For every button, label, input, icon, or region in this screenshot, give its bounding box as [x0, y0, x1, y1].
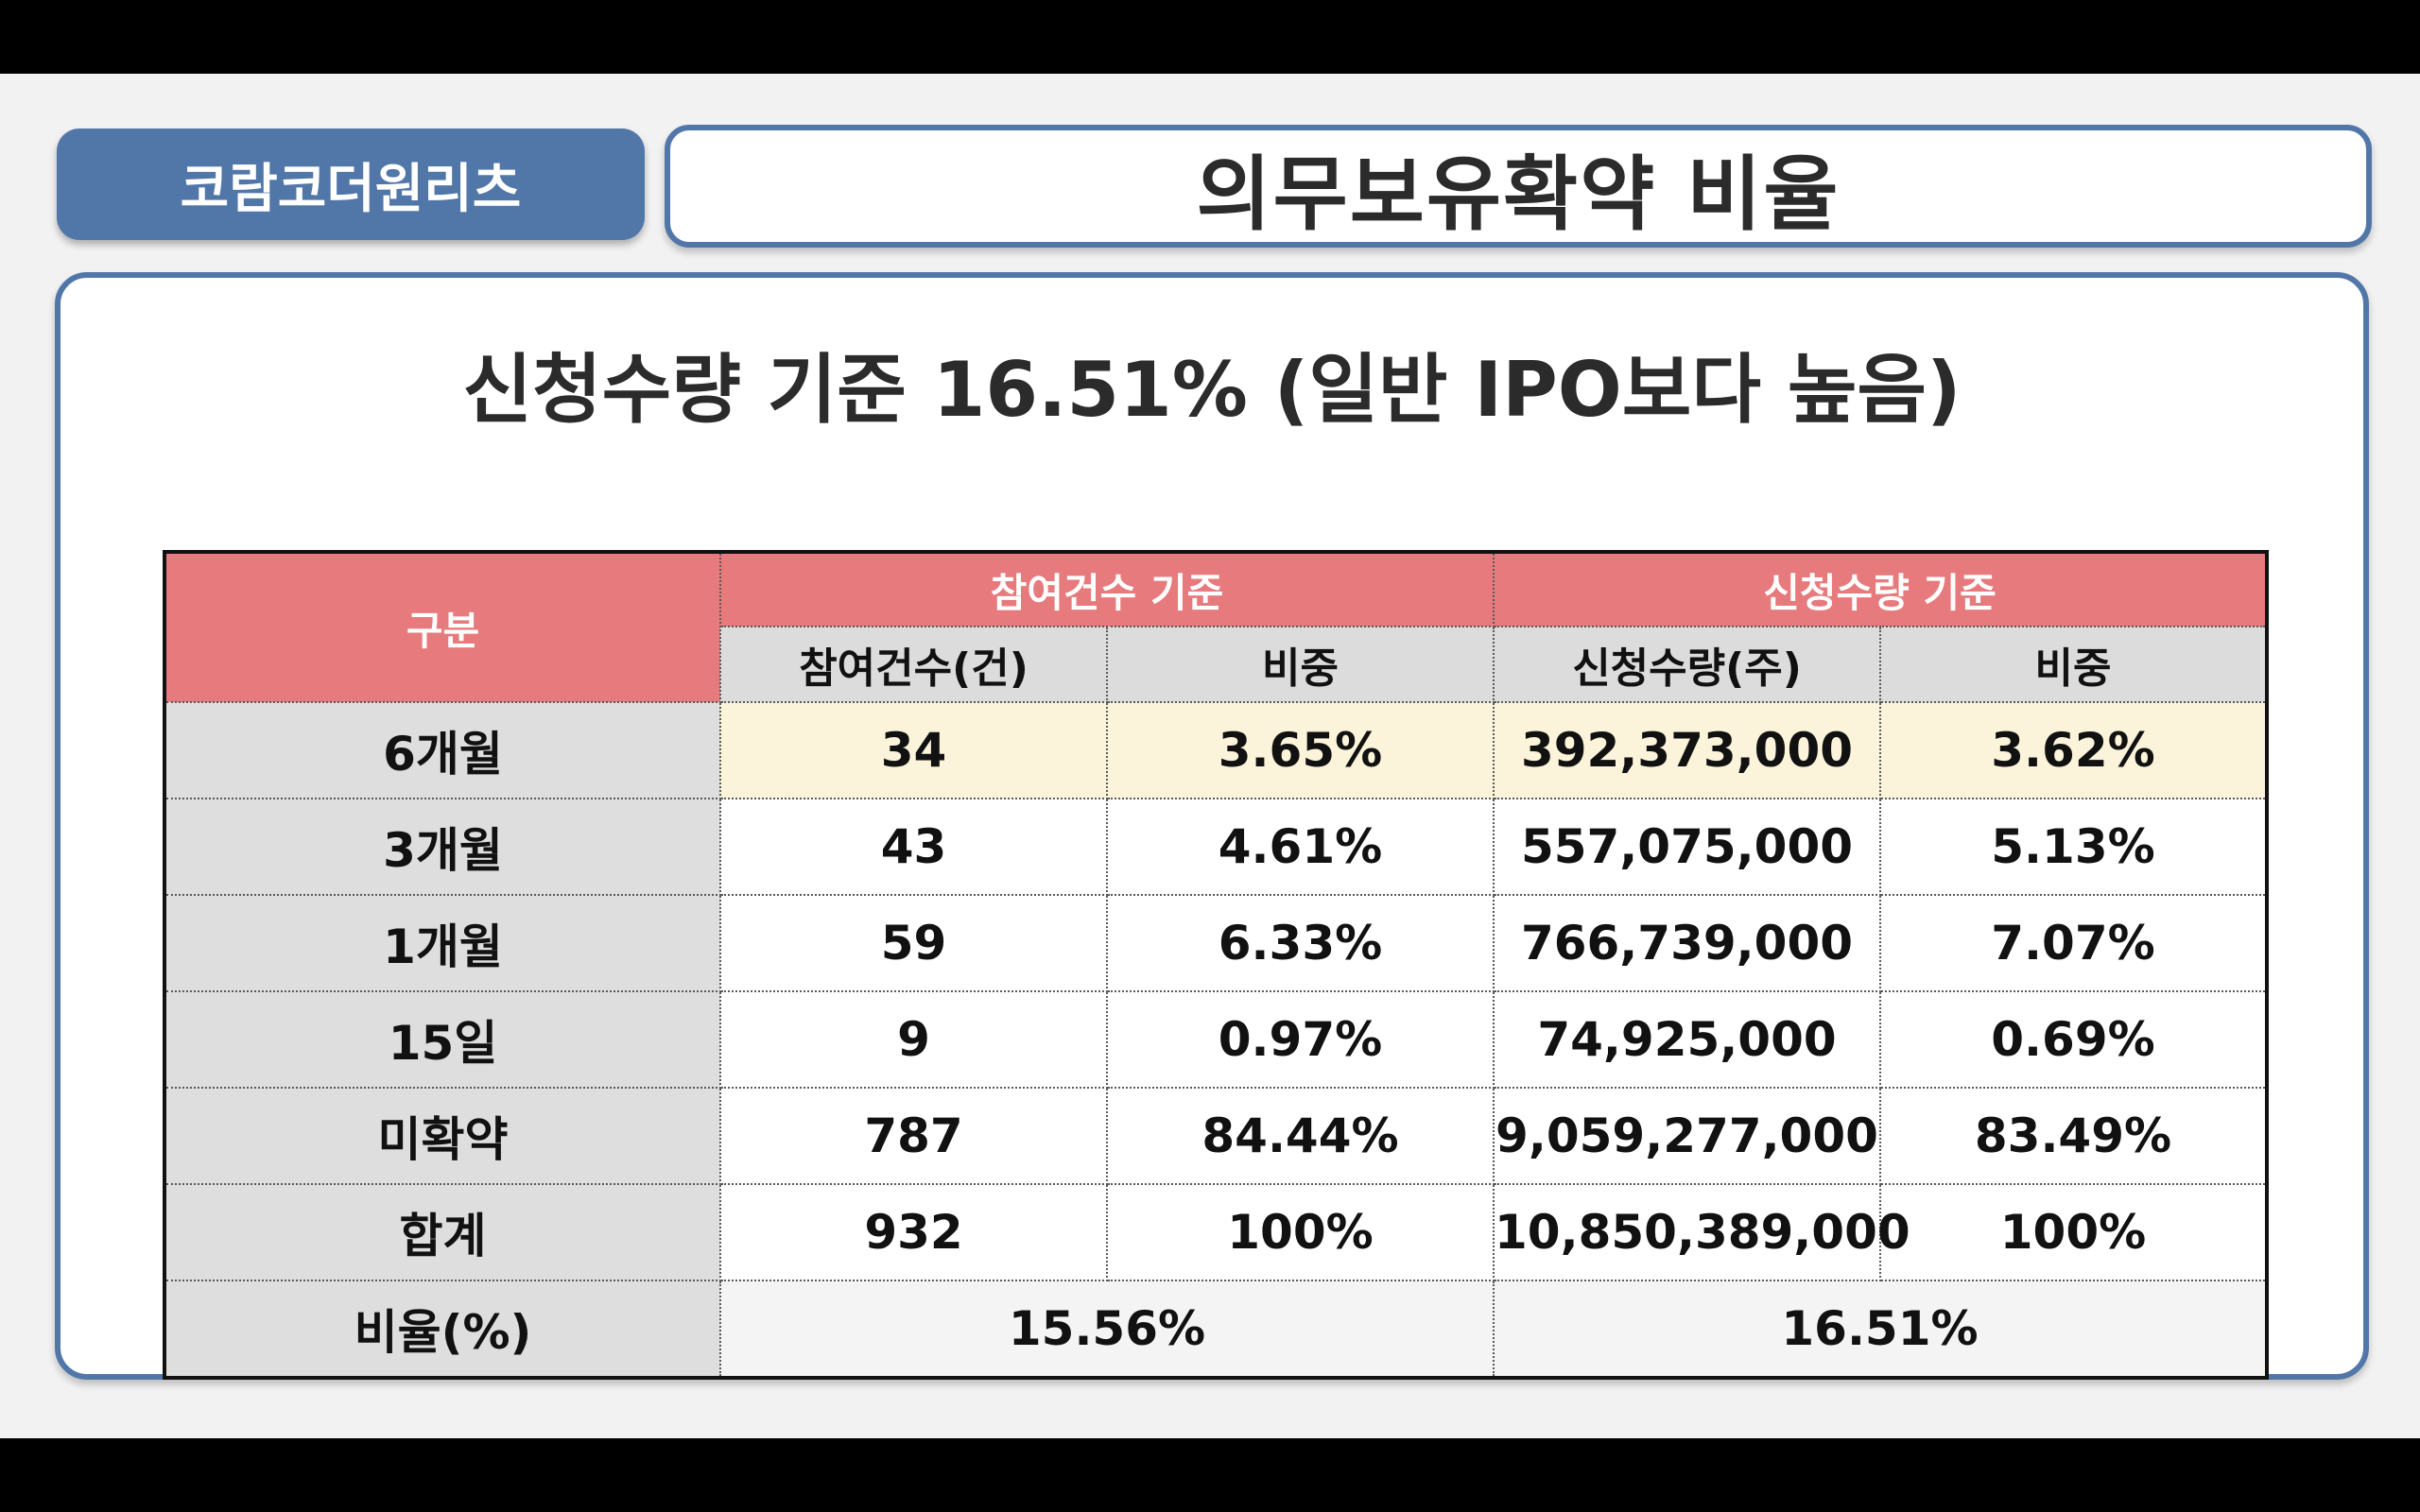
- row-label: 미확약: [164, 1087, 721, 1185]
- letterbox-top: [0, 0, 2420, 74]
- cell-qty-ratio: 3.62%: [1879, 701, 2268, 799]
- cell-count-ratio: 6.33%: [1106, 894, 1495, 992]
- row-label: 합계: [164, 1183, 721, 1281]
- cell-participation-ratio-total: 15.56%: [719, 1280, 1495, 1379]
- table-row-no-lockup: 미확약 787 84.44% 9,059,277,000 83.49%: [164, 1087, 2268, 1185]
- header-quantity-group: 신청수량 기준: [1493, 551, 2268, 627]
- cell-count-ratio: 0.97%: [1106, 990, 1495, 1089]
- table-row-6m: 6개월 34 3.65% 392,373,000 3.62%: [164, 701, 2268, 799]
- table-row-15d: 15일 9 0.97% 74,925,000 0.69%: [164, 990, 2268, 1089]
- cell-qty-ratio: 100%: [1879, 1183, 2268, 1281]
- header-row-groups: 구분 참여건수 기준 신청수량 기준: [164, 551, 2268, 703]
- cell-count: 43: [719, 798, 1108, 896]
- header-category: 구분: [164, 551, 721, 703]
- cell-count-ratio: 84.44%: [1106, 1087, 1495, 1185]
- cell-qty: 10,850,389,000: [1493, 1183, 1910, 1281]
- header-participation-count: 참여건수(건): [719, 626, 1108, 703]
- header-participation-ratio: 비중: [1106, 626, 1495, 703]
- cell-count: 932: [719, 1183, 1108, 1281]
- cell-count-ratio: 4.61%: [1106, 798, 1495, 896]
- cell-qty-ratio: 83.49%: [1879, 1087, 2268, 1185]
- row-label: 1개월: [164, 894, 721, 992]
- subtitle: 신청수량 기준 16.51% (일반 IPO보다 높음): [462, 346, 1962, 434]
- slide: 코람코더원리츠 의무보유확약 비율 신청수량 기준 16.51% (일반 IPO…: [0, 74, 2420, 1438]
- company-tag: 코람코더원리츠: [57, 129, 645, 240]
- header-quantity-count: 신청수량(주): [1493, 626, 1881, 703]
- cell-count: 787: [719, 1087, 1108, 1185]
- cell-qty: 557,075,000: [1493, 798, 1881, 896]
- cell-qty: 766,739,000: [1493, 894, 1881, 992]
- table-row-ratio: 비율(%) 15.56% 16.51%: [164, 1280, 2268, 1379]
- letterbox-bottom: [0, 1438, 2420, 1512]
- slide-title: 의무보유확약 비율: [665, 125, 2372, 248]
- row-label: 3개월: [164, 798, 721, 896]
- header-quantity-ratio: 비중: [1879, 626, 2268, 703]
- cell-count: 9: [719, 990, 1108, 1089]
- cell-qty: 9,059,277,000: [1493, 1087, 1881, 1185]
- table-row-total: 합계 932 100% 10,850,389,000 100%: [164, 1183, 2268, 1281]
- cell-qty: 392,373,000: [1493, 701, 1881, 799]
- row-label: 6개월: [164, 701, 721, 799]
- header-participation-group: 참여건수 기준: [719, 551, 1495, 627]
- cell-qty-ratio: 5.13%: [1879, 798, 2268, 896]
- cell-count: 59: [719, 894, 1108, 992]
- cell-count: 34: [719, 701, 1108, 799]
- table-row-1m: 1개월 59 6.33% 766,739,000 7.07%: [164, 894, 2268, 992]
- content-panel: 신청수량 기준 16.51% (일반 IPO보다 높음) 구분 참여건수 기준 …: [55, 272, 2369, 1380]
- cell-quantity-ratio-total: 16.51%: [1493, 1280, 2268, 1379]
- cell-qty-ratio: 0.69%: [1879, 990, 2268, 1089]
- table-row-3m: 3개월 43 4.61% 557,075,000 5.13%: [164, 798, 2268, 896]
- header-row-sub: 참여건수(건) 비중 신청수량(주) 비중: [164, 626, 2268, 703]
- cell-qty-ratio: 7.07%: [1879, 894, 2268, 992]
- cell-count-ratio: 3.65%: [1106, 701, 1495, 799]
- row-label: 15일: [164, 990, 721, 1089]
- cell-qty: 74,925,000: [1493, 990, 1881, 1089]
- cell-count-ratio: 100%: [1106, 1183, 1495, 1281]
- row-label: 비율(%): [164, 1280, 721, 1379]
- lockup-ratio-table: 구분 참여건수 기준 신청수량 기준 참여건수(건) 비중 신청수량(주) 비중…: [163, 550, 2269, 1380]
